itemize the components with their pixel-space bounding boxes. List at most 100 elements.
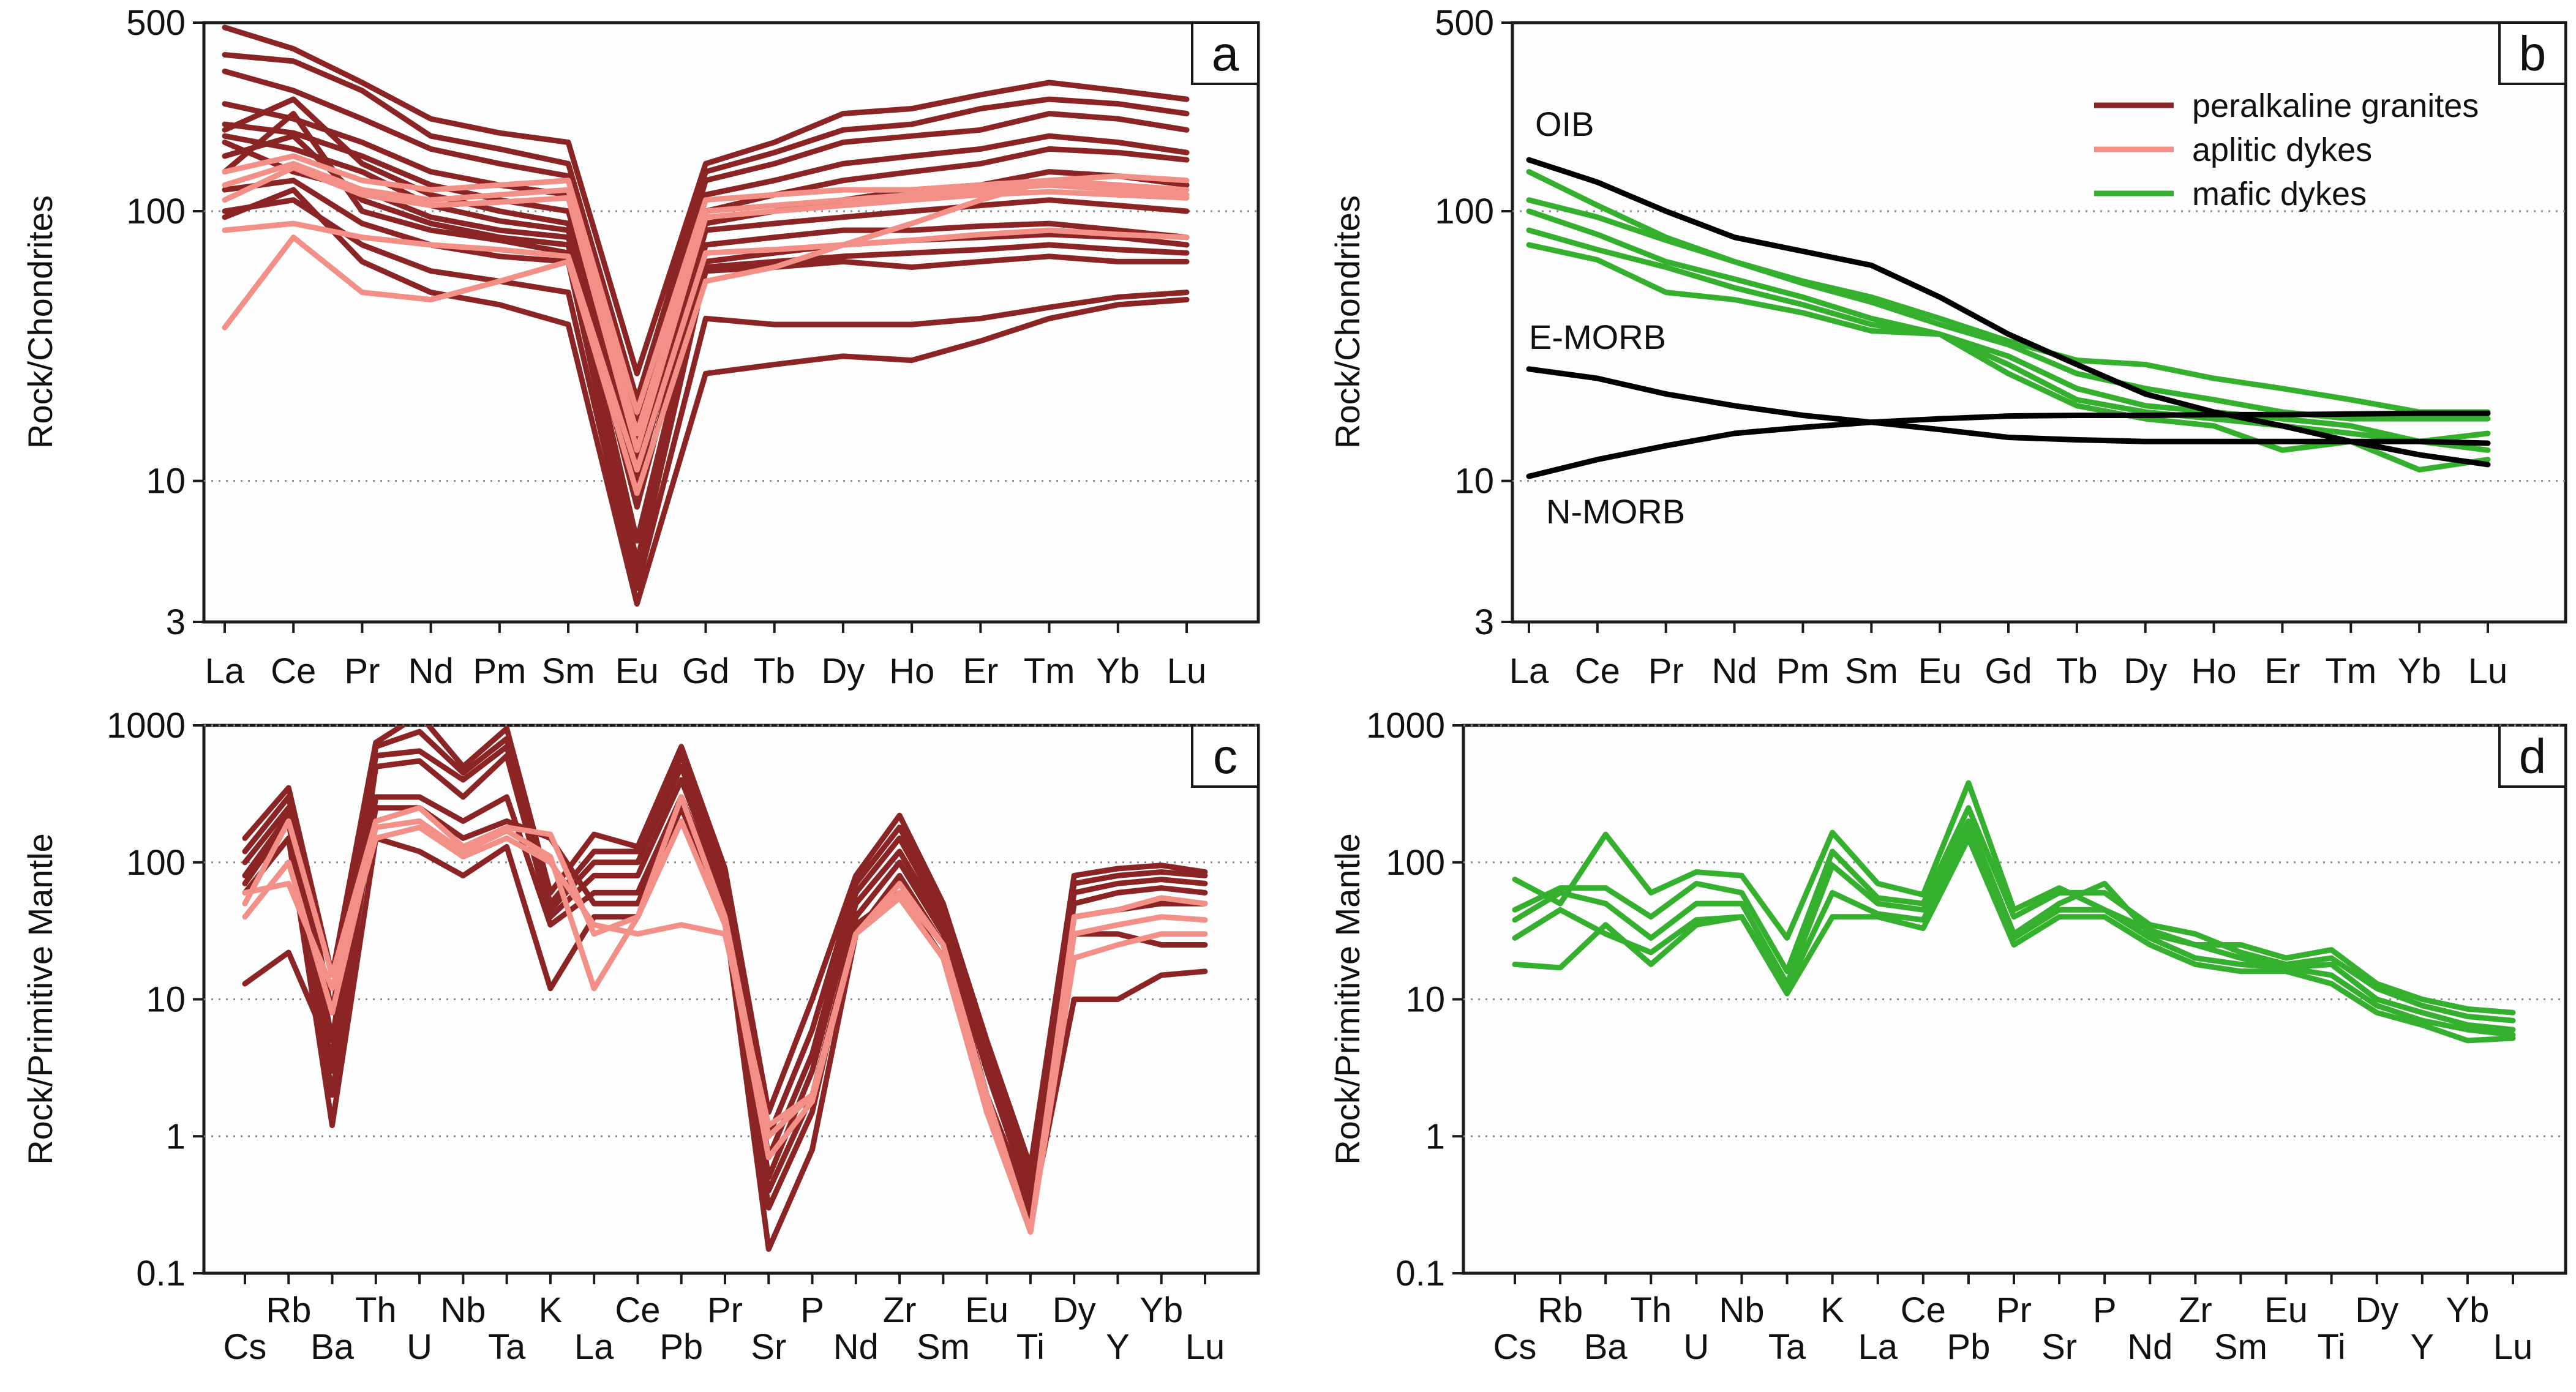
x-tick-label: Th [1630,1290,1672,1330]
aplitic-series-line [222,165,1190,453]
peralkaline-series-line [222,69,1190,415]
x-tick-label: Er [2264,651,2300,691]
y-tick-label: 100 [1386,843,1445,883]
y-tick-label: 1000 [107,706,186,746]
mafic-series-line [1512,805,2516,1023]
y-tick-label: 3 [166,602,186,642]
y-tick-label: 1000 [1366,706,1445,746]
x-tick-label: Eu [1918,651,1962,691]
x-tick-label: Gd [1985,651,2032,691]
x-tick-label: Sr [751,1327,786,1367]
y-tick-label: 10 [146,980,186,1020]
x-tick-label: Yb [1096,651,1140,691]
legend-label: mafic dykes [2192,176,2367,212]
x-tick-label: Ce [1901,1290,1946,1330]
x-tick-label: Tb [2056,651,2098,691]
y-tick-label: 1 [166,1117,186,1156]
reference-line-e-morb [1526,366,2491,446]
x-tick-label: Pm [473,651,526,691]
x-tick-label: U [1683,1327,1709,1367]
y-tick-label: 3 [1474,602,1494,642]
x-tick-label: Er [963,651,998,691]
reference-line-oib [1526,157,2491,468]
series-group-d [1512,780,2516,1044]
y-tick-label: 500 [1435,3,1494,43]
x-tick-label: Lu [2468,651,2508,691]
x-tick-label: Nd [833,1327,879,1367]
x-tick-label: Dy [2355,1290,2398,1330]
panel-letter-box [2498,21,2567,85]
y-tick-label: 0.1 [136,1254,186,1293]
panel-letter: a [1212,26,1239,81]
x-tick-label: Pb [1947,1327,1990,1367]
panel-letter-box [1191,21,1260,85]
mafic-series-line [1526,242,2491,473]
peralkaline-series-line [222,111,1190,565]
y-tick-label: 100 [1435,192,1494,231]
y-tick-label: 10 [1405,980,1445,1020]
plot-frame [1511,21,2567,624]
x-tick-label: K [539,1290,563,1330]
x-tick-label: Sm [542,651,595,691]
peralkaline-series-line [222,24,1190,376]
x-tick-label: Pr [1648,651,1684,691]
x-tick-label: Th [355,1290,397,1330]
x-tick-label: Dy [1053,1290,1096,1330]
x-tick-label: Pb [659,1327,703,1367]
x-tick-label: Y [2410,1327,2434,1367]
x-tick-label: Yb [2398,651,2441,691]
x-tick-label: Pr [1996,1290,2032,1330]
x-tick-label: Pr [707,1290,743,1330]
x-tick-label: Tm [2325,651,2376,691]
series-group-a [222,24,1190,607]
legend-label: peralkaline granites [2192,88,2479,124]
y-tick-label: 10 [1454,462,1494,501]
mafic-series-line [1526,227,2491,453]
aplitic-series-line [222,153,1190,415]
legend: OIB E-MORB N-MORB peralkaline granites aplit… [1529,88,2479,531]
series-layer [222,24,2516,1252]
aplitic-series-line [222,220,1190,473]
x-tick-label: Ho [889,651,934,691]
x-tick-label: P [2093,1290,2117,1330]
y-axis-label: Rock/Chondrites [1328,195,1367,449]
panel-letter: b [2519,26,2547,81]
x-tick-label: Yb [1140,1290,1183,1330]
panel-letter-box [1191,724,1260,788]
panel-c: Rock/Primitive Mantle c [21,724,1260,1275]
peralkaline-series-line [222,187,1190,607]
peralkaline-series-line [222,101,1190,429]
x-tick-label: Ti [2318,1327,2346,1367]
x-tick-label: Cs [223,1327,267,1367]
x-tick-label: Lu [1185,1327,1225,1367]
x-tick-label: Tb [754,651,795,691]
panel-letter: c [1213,729,1237,784]
x-tick-label: Gd [682,651,729,691]
x-tick-label: Ti [1016,1327,1045,1367]
x-tick-label: Sm [1845,651,1898,691]
panel-a: Rock/Chondrites a [21,21,1260,624]
x-tick-label: Nd [2127,1327,2172,1367]
x-tick-label: Dy [821,651,865,691]
x-tick-label: Pm [1776,651,1830,691]
x-tick-label: Pr [344,651,380,691]
x-tick-label: Eu [2264,1290,2308,1330]
reference-label: OIB [1535,105,1594,143]
x-tick-label: Eu [965,1290,1008,1330]
x-tick-label: Ta [488,1327,526,1367]
series-group-c [242,725,1208,1252]
y-axis-label: Rock/Chondrites [21,195,59,449]
y-tick-label: 10 [146,462,186,501]
y-tick-label: 0.1 [1395,1254,1445,1293]
panel-letter-box [2498,724,2567,788]
x-tick-label: Nb [440,1290,486,1330]
y-tick-label: 1 [1425,1117,1445,1156]
x-tick-label: Sm [2214,1327,2267,1367]
x-tick-label: Ba [1584,1327,1628,1367]
x-tick-label: Sr [2041,1327,2077,1367]
reference-label: E-MORB [1529,318,1666,356]
x-tick-label: Yb [2446,1290,2489,1330]
x-tick-label: U [407,1327,432,1367]
